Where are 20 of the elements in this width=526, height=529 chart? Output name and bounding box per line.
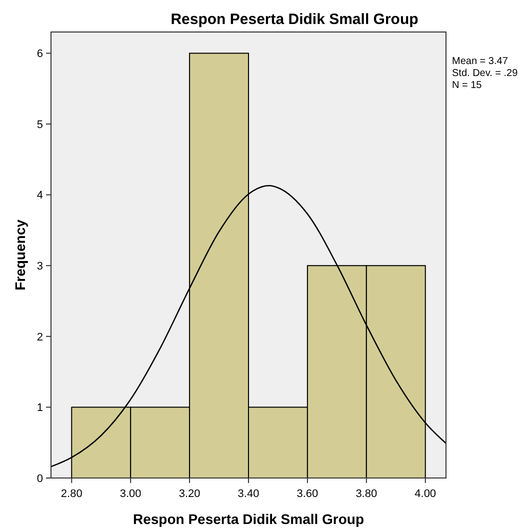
y-tick-label: 6 xyxy=(36,48,43,60)
y-tick-label: 2 xyxy=(36,331,43,344)
x-tick-label: 3.80 xyxy=(356,488,378,500)
text: Mean = 3.47 xyxy=(452,56,508,67)
y-axis-title: Frequency xyxy=(12,219,28,290)
x-tick-label: 4.00 xyxy=(414,488,436,500)
x-tick-label: 3.40 xyxy=(238,488,260,500)
y-tick-label: 4 xyxy=(36,190,43,202)
x-tick-label: 2.80 xyxy=(60,488,82,500)
text: N = 15 xyxy=(452,80,482,91)
y-tick-label: 5 xyxy=(36,118,43,131)
y-tick-label: 0 xyxy=(36,472,43,485)
x-tick-label: 3.60 xyxy=(296,488,318,500)
y-tick-label: 3 xyxy=(36,260,43,272)
y-tick-label: 1 xyxy=(36,402,43,414)
x-tick-label: 3.20 xyxy=(178,488,200,500)
text: Std. Dev. = .29 xyxy=(452,68,518,79)
x-axis-title: Respon Peserta Didik Small Group xyxy=(132,511,364,527)
x-tick-label: 3.00 xyxy=(120,488,142,500)
chart-title: Respon Peserta Didik Small Group xyxy=(170,11,418,28)
